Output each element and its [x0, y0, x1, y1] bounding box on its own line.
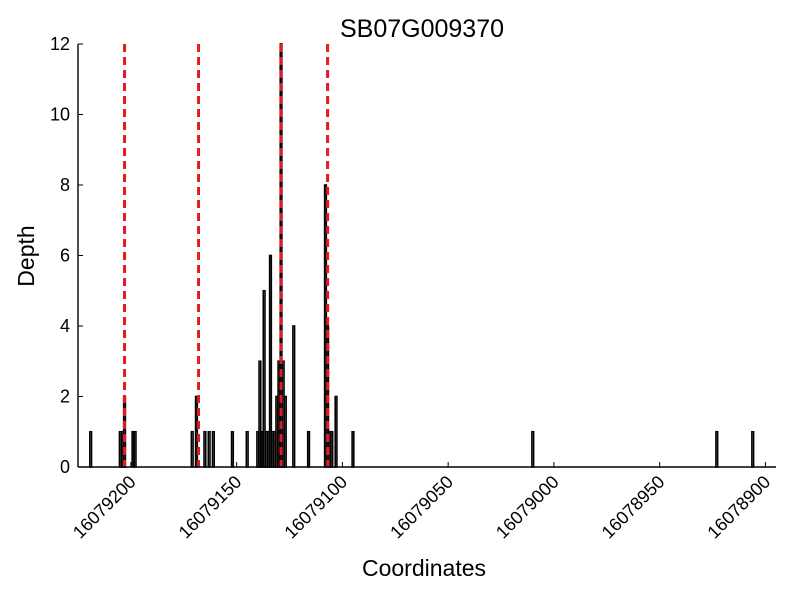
y-tick-label: 2 — [60, 387, 70, 407]
bars-layer — [89, 43, 755, 468]
reference-lines-layer — [123, 44, 330, 467]
plot-area: 0 2 4 6 8 10 12 16079200 16079150 16079100 160790… — [50, 34, 776, 542]
depth-bar — [531, 430, 535, 468]
x-tick-label: 16079200 — [69, 472, 140, 543]
x-tick-label: 16079150 — [175, 472, 246, 543]
y-tick-label: 12 — [50, 34, 70, 54]
x-tick-label: 16079000 — [492, 472, 563, 543]
y-tick-label: 10 — [50, 105, 70, 125]
depth-bar — [245, 430, 249, 468]
y-ticks: 0 2 4 6 8 10 12 — [50, 34, 83, 477]
x-tick-label: 16079100 — [280, 472, 351, 543]
depth-bar — [283, 395, 287, 468]
y-tick-label: 0 — [60, 457, 70, 477]
x-axis-label: Coordinates — [362, 555, 486, 581]
depth-bar — [211, 430, 216, 468]
depth-bar — [330, 430, 334, 468]
y-axis-label: Depth — [13, 225, 39, 286]
depth-bar — [715, 430, 719, 468]
depth-bar — [122, 395, 127, 468]
depth-bar — [351, 430, 355, 468]
depth-bar — [207, 430, 211, 468]
depth-bar — [230, 430, 235, 468]
x-tick-label: 16078900 — [703, 472, 774, 543]
y-tick-label: 8 — [60, 175, 70, 195]
depth-bar — [89, 430, 93, 468]
x-tick-label: 16078950 — [598, 472, 669, 543]
depth-bar — [334, 395, 338, 468]
depth-bar — [194, 395, 199, 468]
x-tick-label: 16079050 — [386, 472, 457, 543]
y-tick-label: 6 — [60, 246, 70, 266]
y-tick-label: 4 — [60, 316, 70, 336]
depth-bar — [751, 430, 755, 468]
depth-bar — [133, 430, 137, 468]
depth-bar — [306, 430, 311, 468]
depth-bar — [190, 430, 194, 468]
chart-title: SB07G009370 — [340, 15, 504, 43]
x-ticks: 16079200 16079150 16079100 16079050 16079000… — [69, 462, 774, 542]
depth-bar — [292, 325, 296, 468]
depth-bar — [203, 430, 207, 468]
